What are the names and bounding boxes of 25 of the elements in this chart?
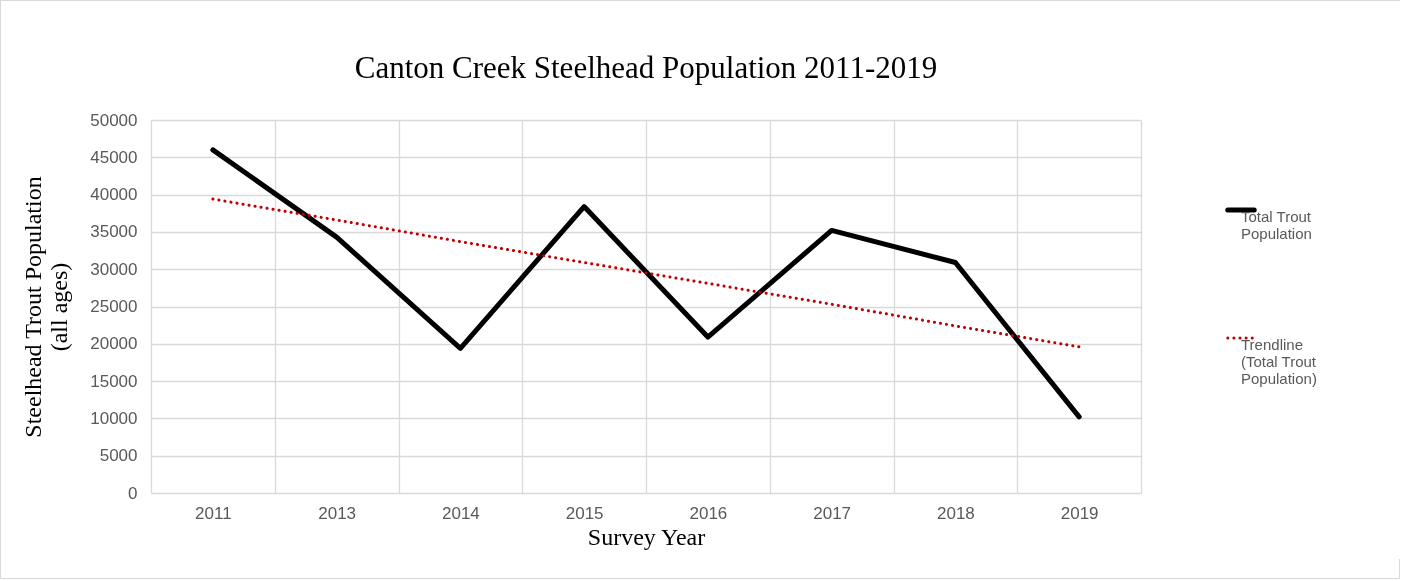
y-tick-label: 50000 (90, 110, 138, 130)
legend-label: Trendline (Total Trout Population) (1241, 336, 1317, 387)
y-tick-label: 45000 (90, 147, 138, 167)
y-axis-title: Steelhead Trout Population (all ages) (20, 176, 73, 438)
line-series (211, 197, 1081, 349)
x-tick-label: 2011 (195, 503, 232, 523)
x-tick-label: 2018 (936, 503, 975, 523)
chart-title: Canton Creek Steelhead Population 2011-2019 (354, 50, 938, 85)
x-tick-label: 2017 (813, 503, 852, 523)
x-tick-label: 2016 (689, 503, 728, 523)
x-tick-label: 2014 (441, 503, 480, 523)
y-tick-label: 40000 (90, 185, 138, 205)
y-tick-label: 25000 (90, 297, 138, 316)
y-tick-label: 30000 (90, 259, 138, 279)
y-tick-label: 15000 (90, 371, 138, 391)
y-tick-label: 20000 (90, 334, 138, 354)
y-tick-label: 5000 (99, 446, 138, 466)
legend-label: Total Trout Population (1241, 208, 1312, 242)
y-tick-label: 35000 (90, 222, 138, 242)
y-tick-label: 0 (128, 483, 138, 503)
y-tick-label: 10000 (90, 408, 138, 428)
x-tick-label: 2015 (565, 503, 604, 523)
x-tick-label: 2019 (1060, 503, 1099, 523)
x-axis-title: Survey Year (587, 523, 706, 550)
x-tick-label: 2013 (318, 503, 357, 523)
